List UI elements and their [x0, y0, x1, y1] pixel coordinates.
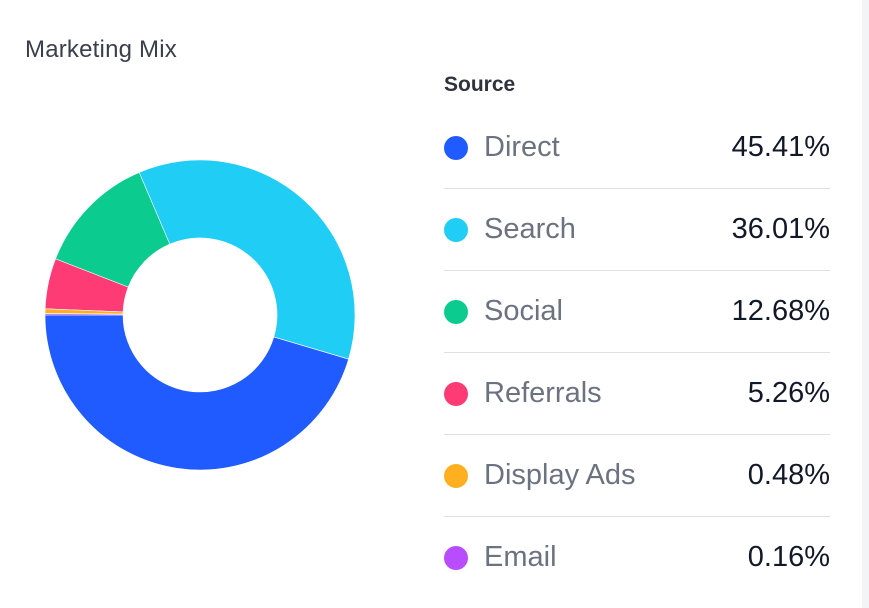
legend-label-display-ads: Display Ads [484, 459, 636, 491]
card-title: Marketing Mix [25, 36, 177, 63]
legend-item-display-ads[interactable]: Display Ads 0.48% [444, 435, 830, 517]
donut-chart-svg [44, 159, 356, 471]
legend-dot-direct-icon [444, 135, 468, 160]
legend-item-email[interactable]: Email 0.16% [444, 517, 830, 598]
legend-item-referrals[interactable]: Referrals 5.26% [444, 353, 830, 435]
legend-label-direct: Direct [484, 131, 560, 163]
legend: Source Direct 45.41% Search 36.01% Socia… [444, 70, 830, 598]
legend-dot-social-icon [444, 299, 468, 324]
legend-value-search: 36.01% [731, 213, 830, 245]
legend-value-display-ads: 0.48% [747, 459, 830, 491]
donut-chart [30, 145, 370, 485]
legend-header: Source [444, 73, 516, 96]
legend-label-social: Social [484, 295, 563, 327]
legend-dot-email-icon [444, 545, 468, 570]
legend-dot-display-ads-icon [444, 463, 468, 488]
legend-value-direct: 45.41% [731, 131, 830, 163]
legend-item-social[interactable]: Social 12.68% [444, 271, 830, 353]
legend-label-referrals: Referrals [484, 377, 602, 409]
legend-label-search: Search [484, 213, 576, 245]
card-right-edge [862, 0, 869, 608]
legend-label-email: Email [484, 541, 557, 573]
legend-value-referrals: 5.26% [747, 377, 830, 409]
legend-item-search[interactable]: Search 36.01% [444, 189, 830, 271]
legend-dot-referrals-icon [444, 381, 468, 406]
legend-value-social: 12.68% [731, 295, 830, 327]
donut-slice-search[interactable] [138, 159, 356, 360]
legend-dot-search-icon [444, 217, 468, 242]
legend-value-email: 0.16% [747, 541, 830, 573]
legend-item-direct[interactable]: Direct 45.41% [444, 107, 830, 189]
donut-slice-email[interactable] [44, 313, 124, 316]
donut-slice-direct[interactable] [44, 314, 349, 471]
